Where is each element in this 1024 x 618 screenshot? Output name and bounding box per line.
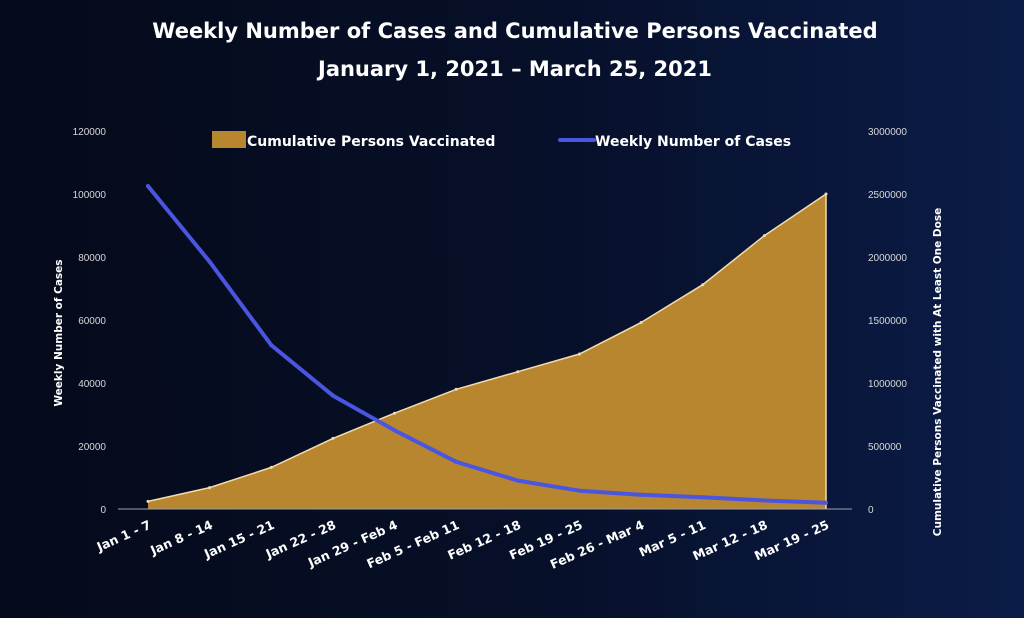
cases-point [639,492,644,497]
area-layer [146,192,828,509]
cases-point [392,428,397,433]
right-tick-label: 2000000 [868,253,907,264]
line-layer [146,184,828,505]
legend: Cumulative Persons Vaccinated Weekly Num… [212,131,791,150]
x-tick-label: Jan 15 - 21 [201,517,277,562]
left-tick-label: 100000 [73,190,107,201]
vaccinated-point [146,499,150,503]
left-tick-label: 60000 [78,316,106,327]
left-tick-label: 20000 [78,442,106,453]
vaccinated-point [824,192,828,196]
cases-point [330,393,335,398]
left-tick-label: 40000 [78,379,106,390]
cases-point [577,488,582,493]
right-tick-label: 1500000 [868,316,907,327]
left-axis-ticks: 0 20000 40000 60000 80000 100000 120000 [73,127,107,516]
right-axis-title: Cumulative Persons Vaccinated with At Le… [932,208,944,536]
cases-point [700,495,705,500]
vaccinated-point [516,370,520,374]
cases-point [454,459,459,464]
vaccinated-point [393,411,396,415]
right-tick-label: 1000000 [868,379,907,390]
cases-point [269,343,274,348]
vaccinated-point [701,283,705,287]
right-tick-label: 0 [868,505,874,516]
right-tick-label: 2500000 [868,190,907,201]
cases-point [824,500,828,505]
legend-area-swatch [212,131,246,148]
left-axis-title: Weekly Number of Cases [53,259,65,406]
legend-area-label: Cumulative Persons Vaccinated [247,134,495,150]
cases-point [515,478,520,483]
x-tick-label: Jan 1 - 7 [94,517,154,555]
cases-point [762,498,767,503]
vaccinated-point [639,321,643,324]
left-tick-label: 120000 [73,127,107,138]
chart-title: Weekly Number of Cases and Cumulative Pe… [152,19,877,43]
vaccinated-point [269,465,273,469]
vaccinated-point [762,234,766,238]
chart-subtitle: January 1, 2021 – March 25, 2021 [316,57,712,81]
right-axis-ticks: 0 500000 1000000 1500000 2000000 2500000 30000… [868,127,907,516]
vaccinated-point [454,387,458,391]
cases-line [146,184,828,505]
legend-line-label: Weekly Number of Cases [595,134,791,150]
cases-point [207,259,212,264]
left-tick-label: 80000 [78,253,106,264]
left-tick-label: 0 [100,505,106,516]
right-tick-label: 3000000 [868,127,907,138]
cases-point [146,184,150,189]
vaccinated-point [331,436,335,440]
vaccinated-area [148,194,826,509]
vaccinated-point [208,486,212,490]
right-tick-label: 500000 [868,442,902,453]
vaccinated-point [578,352,581,356]
